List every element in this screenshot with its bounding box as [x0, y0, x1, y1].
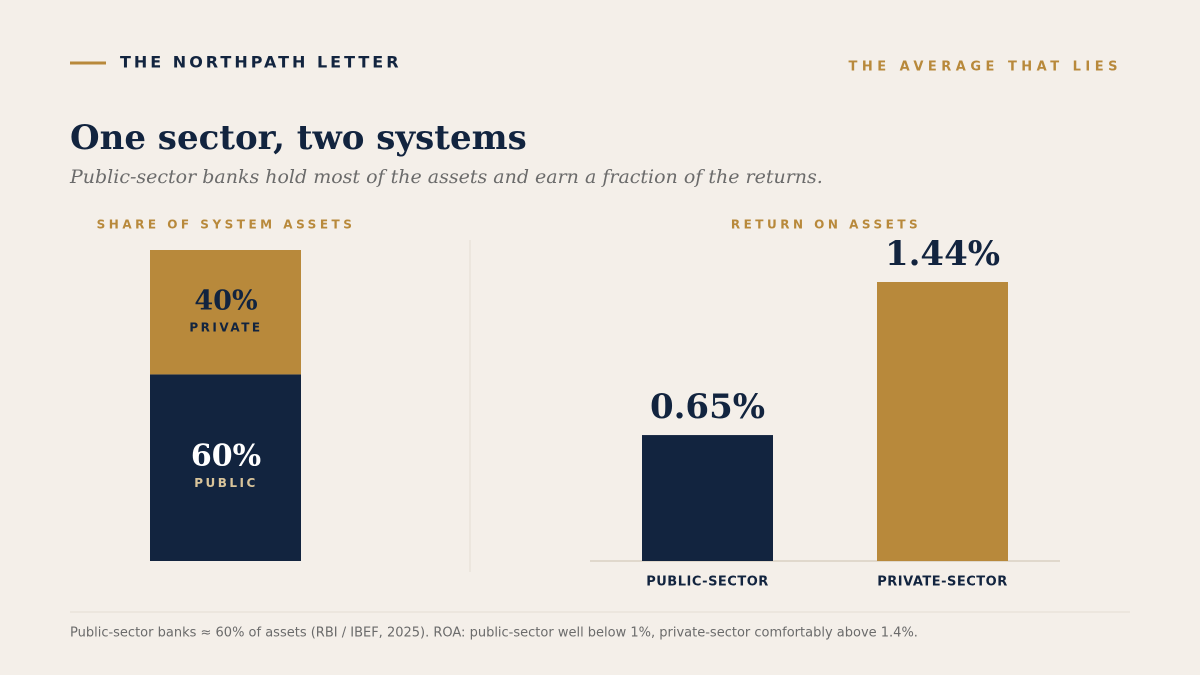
- kicker: THE AVERAGE THAT LIES: [849, 60, 1122, 75]
- bar: [642, 435, 773, 561]
- x-tick-label: PRIVATE-SECTOR: [877, 575, 1007, 590]
- series-label: PRIVATE: [189, 321, 262, 335]
- title: One sector, two systems: [70, 118, 527, 158]
- value-label: 1.44%: [885, 234, 1000, 274]
- x-tick-label: PUBLIC-SECTOR: [646, 575, 769, 590]
- brand: THE NORTHPATH LETTER: [120, 53, 402, 72]
- series-label: PUBLIC: [194, 476, 258, 490]
- bar: [877, 282, 1008, 561]
- chart-title: RETURN ON ASSETS: [731, 218, 921, 232]
- footnote: Public-sector banks ≈ 60% of assets (RBI…: [70, 626, 918, 641]
- bar-segment: [150, 374, 301, 561]
- value-label: 40%: [194, 286, 257, 317]
- value-label: 60%: [191, 439, 261, 474]
- value-label: 0.65%: [650, 387, 765, 427]
- bar-segment: [150, 250, 301, 375]
- subtitle: Public-sector banks hold most of the ass…: [69, 166, 823, 188]
- chart-title: SHARE OF SYSTEM ASSETS: [97, 218, 356, 232]
